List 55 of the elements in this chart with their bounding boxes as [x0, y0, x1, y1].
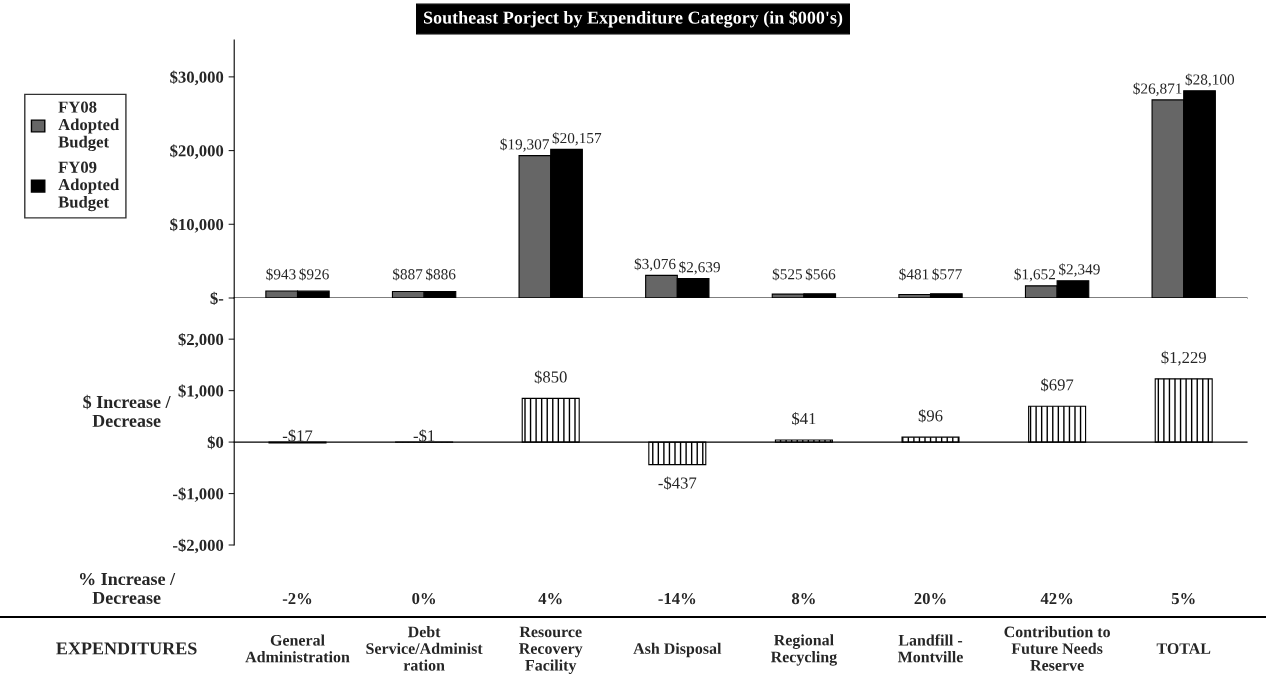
data-label: $886	[426, 268, 456, 281]
y-tick-label: $20,000	[170, 144, 224, 159]
data-label: $41	[792, 412, 816, 426]
x-tick-label: Resource Recovery Facility	[519, 626, 583, 674]
y-tick-label: $10,000	[170, 218, 224, 233]
legend-label: FY08 Adopted Budget	[58, 101, 120, 152]
data-label: $926	[299, 268, 329, 281]
data-label: -$17	[282, 429, 313, 443]
data-label: $943	[266, 268, 296, 281]
x-tick-label: General Administration	[245, 634, 350, 663]
y-tick-label: $1,000	[178, 384, 224, 399]
data-label: $1,229	[1161, 350, 1206, 366]
data-label: $577	[932, 268, 962, 281]
data-label: $3,076	[634, 257, 676, 272]
x-axis-title: EXPENDITURES	[56, 642, 197, 655]
text: -2%	[282, 592, 312, 605]
x-tick-label: Debt Service/Administ ration	[366, 626, 483, 671]
y-tick-label: -$1,000	[173, 487, 224, 502]
x-tick-label: TOTAL	[1156, 643, 1211, 654]
data-label: $525	[772, 268, 803, 281]
text: 42%	[1040, 592, 1073, 605]
text: % Increase / Decrease	[79, 572, 176, 604]
data-label: $2,639	[679, 261, 720, 275]
data-label: $697	[1041, 378, 1074, 392]
data-label: $481	[899, 268, 929, 281]
legend-label: FY09 Adopted Budget	[58, 161, 120, 212]
text: 8%	[791, 592, 815, 605]
data-label: $2,349	[1059, 263, 1100, 277]
y-tick-label: $2,000	[178, 332, 224, 348]
x-tick-label: Contribution to Future Needs Reserve	[1004, 626, 1110, 671]
text: 0%	[412, 592, 436, 605]
x-tick-label: Regional Recycling	[770, 634, 838, 666]
data-label: $20,157	[552, 132, 602, 146]
y-tick-label: $0	[207, 435, 224, 450]
chart-title: Southeast Porject by Expenditure Category (in $000's)	[423, 10, 843, 28]
text: 4%	[538, 592, 562, 605]
data-label: $28,100	[1185, 73, 1235, 87]
y-tick-label: -$2,000	[173, 538, 224, 554]
text: 5%	[1171, 592, 1195, 605]
data-label: $850	[534, 370, 567, 384]
text: -14%	[658, 592, 696, 605]
data-label: $26,871	[1133, 82, 1182, 96]
data-label: $887	[392, 268, 423, 281]
y-axis-title: $ Increase / Decrease	[83, 394, 171, 427]
data-label: $19,307	[500, 138, 549, 152]
text: 20%	[914, 592, 946, 605]
y-tick-label: $-	[210, 291, 224, 306]
data-label: $566	[805, 268, 836, 281]
data-label: $1,652	[1014, 268, 1055, 282]
data-label: -$437	[658, 476, 697, 490]
y-tick-label: $30,000	[170, 70, 224, 86]
data-label: -$1	[413, 429, 435, 443]
data-label: $96	[918, 409, 943, 423]
x-tick-label: Ash Disposal	[633, 642, 722, 658]
x-tick-label: Landfill - Montville	[897, 634, 963, 663]
